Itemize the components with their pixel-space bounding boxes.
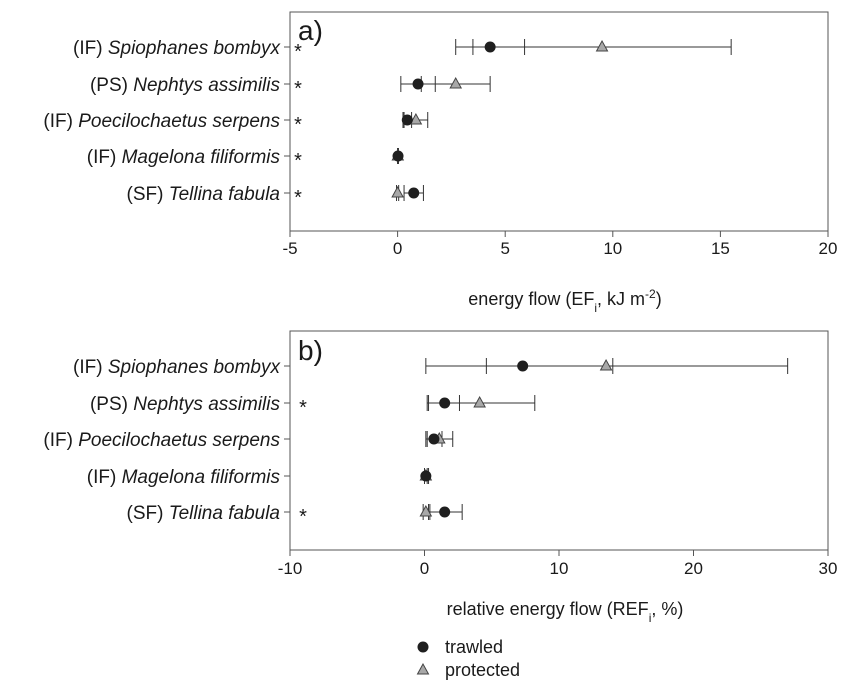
trawled-point <box>428 433 440 445</box>
significance-star: * <box>294 187 302 209</box>
category-label: (IF) Spiophanes bombyx <box>73 357 281 378</box>
panel-label: a) <box>298 15 323 46</box>
category-label: (IF) Spiophanes bombyx <box>73 38 281 59</box>
protected-point <box>409 112 423 125</box>
category-label: (SF) Tellina fabula <box>127 184 281 205</box>
protected-point <box>449 76 463 89</box>
significance-star: * <box>294 150 302 172</box>
category-label: (IF) Poecilochaetus serpens <box>43 111 280 132</box>
x-tick-label: -10 <box>278 559 303 578</box>
trawled-point <box>517 360 529 372</box>
significance-star: * <box>294 41 302 63</box>
trawled-point <box>412 78 424 90</box>
significance-star: * <box>294 114 302 136</box>
legend-trawled-label: trawled <box>445 637 503 657</box>
legend-trawled-marker <box>417 641 429 653</box>
trawled-point <box>392 150 404 162</box>
x-tick-label: 20 <box>819 239 838 258</box>
trawled-point <box>408 187 420 199</box>
trawled-point <box>439 506 451 518</box>
protected-point <box>419 504 433 517</box>
trawled-point <box>484 41 496 53</box>
significance-star: * <box>299 506 307 528</box>
x-tick-label: 10 <box>550 559 569 578</box>
x-tick-label: 20 <box>684 559 703 578</box>
significance-star: * <box>299 397 307 419</box>
protected-point <box>391 185 404 198</box>
legend-protected-marker <box>416 662 430 675</box>
category-label: (IF) Magelona filiformis <box>87 147 281 168</box>
protected-point <box>595 39 609 52</box>
category-label: (PS) Nephtys assimilis <box>90 394 281 415</box>
chart-panel-b: b) -10 0 10 20 30 relative energy flow (REFi, … <box>43 330 838 625</box>
trawled-point <box>439 397 451 409</box>
legend-protected-label: protected <box>445 660 520 680</box>
plot-frame <box>289 11 829 232</box>
trawled-point <box>401 114 413 126</box>
category-label: (IF) Magelona filiformis <box>87 467 281 488</box>
x-tick-label: 5 <box>500 239 509 258</box>
x-tick-label: 0 <box>393 239 402 258</box>
category-label: (SF) Tellina fabula <box>127 503 281 524</box>
x-axis-label: relative energy flow (REFi, %) <box>447 599 684 625</box>
category-label: (IF) Poecilochaetus serpens <box>43 430 280 451</box>
x-axis-label: energy flow (EFi, kJ m-2) <box>468 287 661 315</box>
protected-point <box>599 358 613 371</box>
legend: trawled protected <box>416 637 520 680</box>
x-tick-label: 15 <box>711 239 730 258</box>
trawled-point <box>420 470 432 482</box>
x-tick-label: 30 <box>819 559 838 578</box>
category-label: (PS) Nephtys assimilis <box>90 75 281 96</box>
significance-star: * <box>294 78 302 100</box>
x-tick-label: -5 <box>282 239 297 258</box>
x-tick-label: 10 <box>603 239 622 258</box>
panel-label: b) <box>298 335 323 366</box>
plot-frame <box>289 330 829 551</box>
chart-panel-a: a) -5 0 5 10 15 20 energy flow (EFi, kJ m-2) (IF… <box>43 11 838 315</box>
x-tick-label: 0 <box>420 559 429 578</box>
protected-point <box>473 395 486 408</box>
